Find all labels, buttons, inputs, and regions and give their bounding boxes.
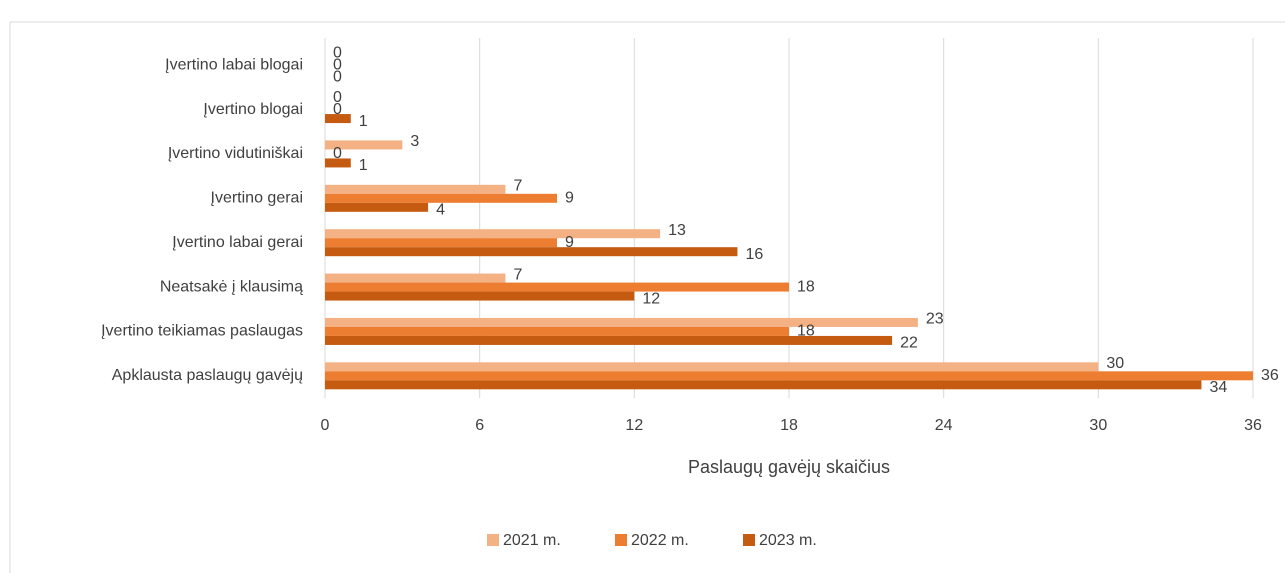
bar	[325, 362, 1099, 372]
data-label: 23	[926, 311, 944, 328]
data-label: 1	[359, 157, 368, 174]
x-tick-label: 0	[321, 417, 330, 434]
y-tick-label: Įvertino labai blogai	[165, 56, 303, 73]
bar	[325, 202, 429, 212]
bar	[325, 114, 351, 124]
bar	[325, 291, 635, 301]
data-label: 36	[1261, 367, 1279, 384]
x-axis-title: Paslaugų gavėjų skaičius	[688, 457, 890, 477]
legend-label: 2023 m.	[759, 532, 817, 549]
data-label: 0	[333, 44, 342, 61]
data-label: 0	[333, 89, 342, 106]
y-tick-label: Apklausta paslaugų gavėjų	[112, 367, 303, 384]
bar	[325, 380, 1202, 390]
data-label: 16	[745, 246, 763, 263]
y-tick-label: Įvertino gerai	[211, 190, 304, 207]
bar	[325, 158, 351, 168]
legend-swatch	[487, 534, 499, 546]
chart-frame	[9, 21, 1285, 573]
bar	[325, 326, 789, 336]
bar	[325, 238, 557, 248]
bar	[325, 247, 738, 257]
bar	[325, 371, 1253, 381]
y-tick-label: Įvertino teikiamas paslaugas	[101, 323, 303, 340]
data-label: 13	[668, 222, 686, 239]
legend-label: 2022 m.	[631, 532, 689, 549]
data-label: 0	[333, 56, 342, 73]
data-label: 0	[333, 68, 342, 85]
data-label: 9	[565, 190, 574, 207]
y-tick-label: Neatsakė į klausimą	[160, 278, 303, 295]
x-tick-label: 6	[475, 417, 484, 434]
data-label: 18	[797, 323, 815, 340]
data-label: 12	[642, 290, 660, 307]
data-label: 4	[436, 202, 445, 219]
bar	[325, 193, 557, 203]
data-label: 7	[513, 178, 522, 195]
x-tick-label: 18	[780, 417, 798, 434]
data-label: 1	[359, 113, 368, 130]
x-tick-label: 30	[1089, 417, 1107, 434]
data-label: 3	[410, 133, 419, 150]
bar	[325, 184, 506, 194]
data-label: 34	[1209, 379, 1227, 396]
data-label: 22	[900, 335, 918, 352]
data-label: 7	[513, 266, 522, 283]
bar	[325, 282, 789, 292]
bar	[325, 229, 661, 239]
y-tick-label: Įvertino labai gerai	[172, 234, 303, 251]
x-tick-label: 12	[625, 417, 643, 434]
bar	[325, 335, 893, 345]
legend-label: 2021 m.	[503, 532, 561, 549]
data-label: 0	[333, 145, 342, 162]
legend-swatch	[743, 534, 755, 546]
legend-swatch	[615, 534, 627, 546]
bar	[325, 273, 506, 283]
bar	[325, 140, 403, 150]
x-tick-label: 36	[1244, 417, 1262, 434]
y-tick-label: Įvertino vidutiniškai	[168, 145, 303, 162]
y-tick-label: Įvertino blogai	[203, 101, 303, 118]
data-label: 9	[565, 234, 574, 251]
data-label: 0	[333, 101, 342, 118]
data-label: 30	[1106, 355, 1124, 372]
x-tick-label: 24	[935, 417, 953, 434]
data-label: 18	[797, 278, 815, 295]
bar	[325, 317, 918, 327]
